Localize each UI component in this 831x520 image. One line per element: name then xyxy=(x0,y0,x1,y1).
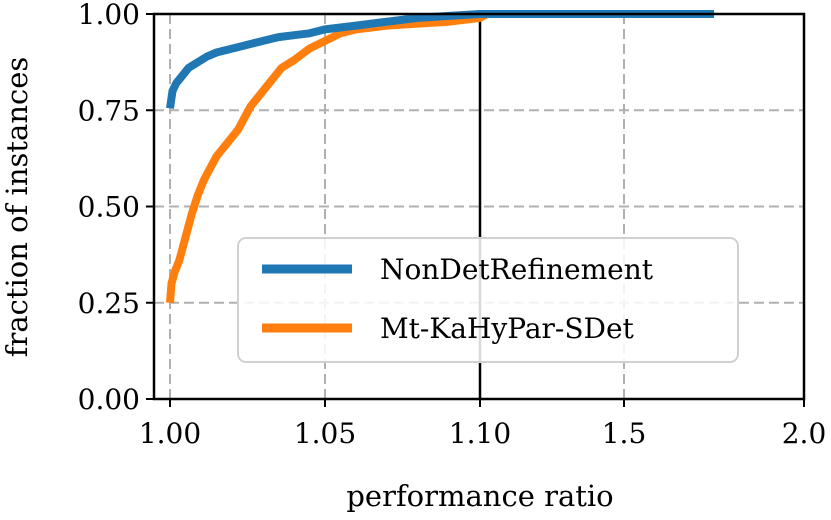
legend-label-mt-kahypar-sdet: Mt-KaHyPar-SDet xyxy=(380,312,635,345)
legend: NonDetRefinement Mt-KaHyPar-SDet xyxy=(237,237,739,363)
x-tick-label-4: 2.0 xyxy=(782,417,827,450)
y-axis-label: fraction of instances xyxy=(0,57,34,358)
tick-labels: 1.00 1.05 1.10 1.5 2.0 0.00 0.25 0.50 0.75 1.00 xyxy=(78,0,827,450)
x-tick-label-1: 1.05 xyxy=(294,417,356,450)
x-tick-label-2: 1.10 xyxy=(449,417,511,450)
series-group xyxy=(166,10,714,304)
y-tick-label-4: 1.00 xyxy=(78,0,140,31)
y-tick-label-2: 0.50 xyxy=(78,191,140,224)
y-tick-label-0: 0.00 xyxy=(78,383,140,416)
ticks xyxy=(146,13,805,407)
x-tick-label-3: 1.5 xyxy=(602,417,647,450)
series-line-mt-kahypar-sdet xyxy=(166,10,714,304)
y-tick-label-3: 0.75 xyxy=(78,94,140,127)
legend-box xyxy=(237,237,739,363)
x-tick-label-0: 1.00 xyxy=(139,417,201,450)
legend-label-nondetrefinement: NonDetRefinement xyxy=(380,253,654,286)
x-axis-label: performance ratio xyxy=(346,479,613,513)
y-tick-label-1: 0.25 xyxy=(78,287,140,320)
series-line-nondetrefinement xyxy=(166,10,714,109)
